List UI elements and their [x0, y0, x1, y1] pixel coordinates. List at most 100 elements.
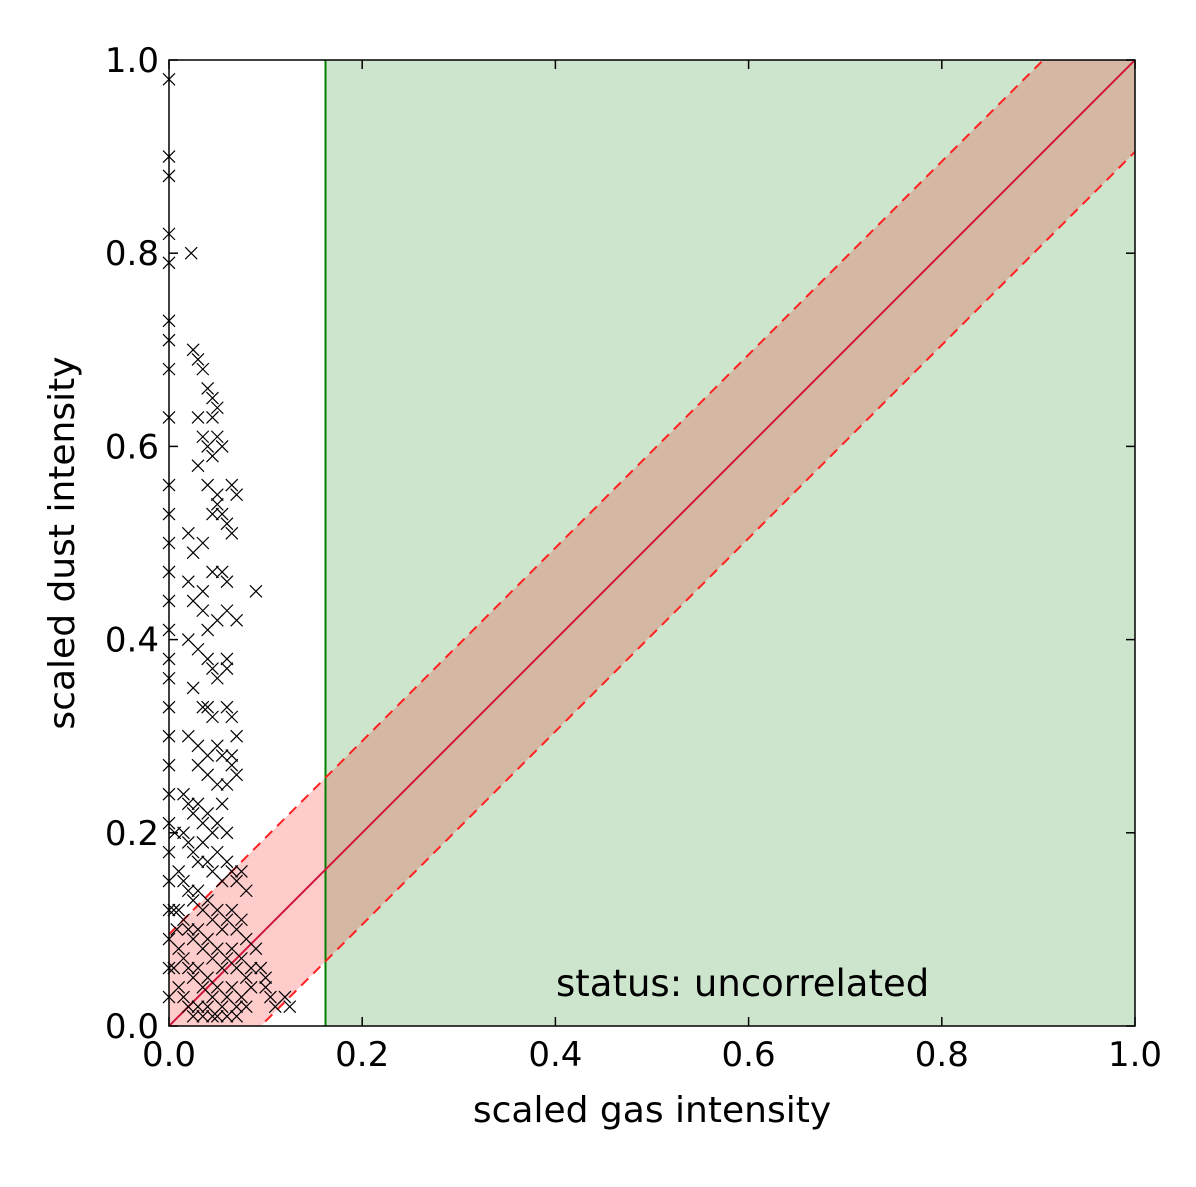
data-point	[215, 961, 229, 975]
data-point	[225, 758, 239, 772]
band-lower-edge	[259, 151, 1135, 1026]
data-point	[181, 1000, 195, 1014]
data-point	[278, 990, 292, 1004]
data-point	[206, 565, 219, 579]
data-point	[181, 836, 195, 849]
data-point	[230, 1009, 244, 1023]
data-point	[210, 1009, 224, 1023]
y-tick-label: 0.4	[105, 621, 159, 661]
data-point	[201, 700, 215, 714]
data-point	[230, 729, 244, 743]
y-tick-label: 0.0	[105, 1007, 159, 1047]
data-point	[239, 884, 253, 898]
data-point	[191, 353, 205, 366]
data-point	[172, 865, 186, 878]
axis-ticks: 0.0 0.2 0.4 0.6 0.8 1.0 0.0 0.2 0.4 0.6 0.8 1.0	[105, 41, 1162, 1075]
data-point	[196, 836, 210, 849]
data-point	[230, 488, 244, 502]
data-point	[201, 652, 215, 666]
data-point	[220, 826, 234, 840]
data-point	[191, 410, 205, 424]
data-point	[177, 951, 190, 965]
data-point	[210, 488, 224, 502]
data-point	[230, 613, 244, 627]
status-annotation: status: uncorrelated	[556, 962, 929, 1005]
data-point	[220, 517, 234, 531]
data-point	[177, 990, 190, 1004]
data-point	[215, 507, 229, 521]
x-tick-label: 0.4	[528, 1035, 582, 1075]
data-point	[206, 410, 219, 424]
data-point	[186, 343, 200, 357]
data-point	[172, 980, 186, 994]
y-tick-label: 0.8	[105, 234, 159, 274]
data-point	[186, 1009, 200, 1023]
data-point	[230, 768, 244, 782]
x-tick-label: 0.2	[335, 1035, 389, 1075]
data-point	[220, 700, 234, 714]
data-point	[210, 497, 224, 511]
data-point	[283, 1000, 297, 1014]
data-point	[206, 391, 219, 405]
data-point	[196, 604, 210, 618]
data-point	[249, 942, 263, 956]
data-point	[206, 507, 219, 521]
band-upper-edge	[169, 60, 1045, 935]
data-point	[259, 971, 273, 985]
data-point	[206, 662, 219, 676]
x-tick-label: 0.6	[722, 1035, 776, 1075]
data-point	[235, 865, 248, 878]
data-point	[177, 826, 190, 840]
data-point	[206, 710, 219, 724]
data-point	[181, 884, 195, 898]
y-tick-label: 0.6	[105, 427, 159, 467]
data-point	[220, 855, 234, 869]
data-point	[181, 961, 195, 975]
band-overlap-region	[325, 60, 1135, 962]
data-point	[215, 922, 229, 936]
data-point	[210, 739, 224, 753]
data-point	[220, 1009, 234, 1023]
data-point	[239, 971, 253, 985]
data-point	[225, 749, 239, 762]
data-point	[215, 439, 229, 453]
data-point	[244, 980, 258, 994]
y-axis-label: scaled dust intensity	[42, 356, 83, 729]
data-point	[196, 362, 210, 376]
fit-line	[169, 60, 1135, 1026]
data-point	[177, 874, 190, 888]
data-point	[215, 797, 229, 811]
data-point	[210, 430, 224, 444]
data-point	[191, 855, 205, 869]
data-point	[177, 787, 190, 801]
data-point	[177, 913, 190, 927]
y-tick-label: 0.2	[105, 814, 159, 854]
data-point	[186, 681, 200, 695]
y-tick-label: 1.0	[105, 41, 159, 81]
x-axis-label: scaled gas intensity	[473, 1090, 831, 1131]
data-point	[225, 710, 239, 724]
data-point	[181, 922, 195, 936]
data-point	[235, 913, 248, 927]
data-point	[181, 797, 195, 811]
data-point	[215, 565, 229, 579]
data-point	[254, 961, 268, 975]
data-point	[191, 1000, 205, 1014]
fit-lines	[169, 60, 1135, 1026]
data-point	[210, 778, 224, 791]
data-point	[210, 401, 224, 415]
data-point	[244, 961, 258, 975]
data-point	[172, 942, 186, 956]
data-point	[225, 478, 239, 492]
data-point	[249, 584, 263, 598]
data-point	[196, 584, 210, 598]
plot-frame	[168, 59, 1136, 1027]
data-point	[259, 980, 273, 994]
data-point	[220, 662, 234, 676]
data-point	[172, 903, 186, 917]
data-point	[225, 526, 239, 540]
data-point	[220, 575, 234, 589]
data-point	[196, 430, 210, 444]
shaded-regions	[169, 60, 1135, 1026]
